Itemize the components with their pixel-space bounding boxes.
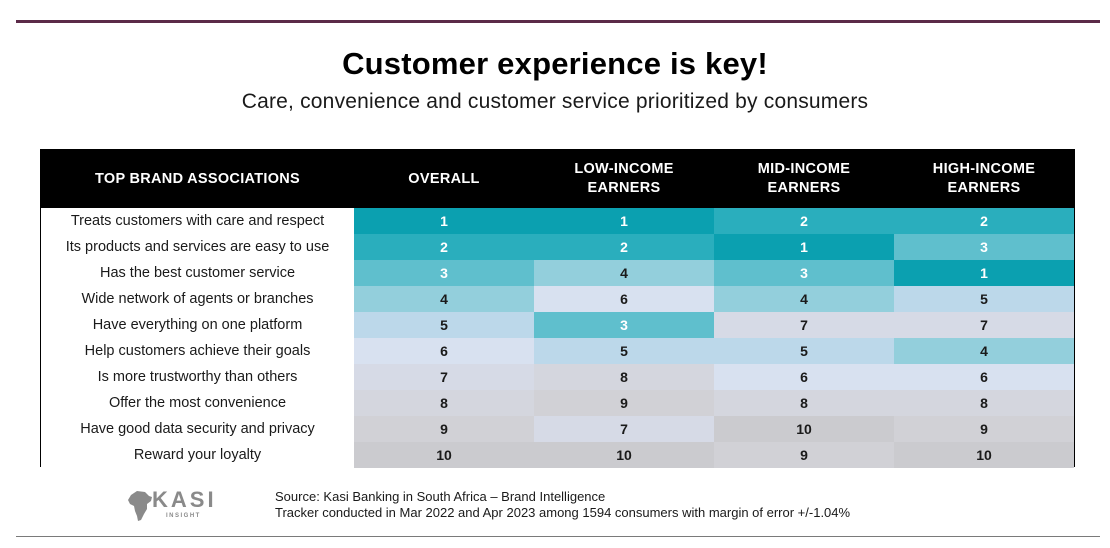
row-label: Wide network of agents or branches	[41, 286, 354, 312]
row-label: Offer the most convenience	[41, 390, 354, 416]
rank-cell: 9	[534, 390, 714, 416]
rank-cell: 4	[354, 286, 534, 312]
rank-cell: 3	[714, 260, 894, 286]
column-header-low-income: LOW-INCOME EARNERS	[534, 150, 714, 208]
column-header-label: OVERALL	[408, 170, 480, 187]
rank-cell: 4	[714, 286, 894, 312]
row-label: Treats customers with care and respect	[41, 208, 354, 234]
column-header-overall: OVERALL	[354, 150, 534, 208]
table-row: Its products and services are easy to us…	[41, 234, 1074, 260]
rank-cell: 9	[354, 416, 534, 442]
table-row: Help customers achieve their goals 6 5 5 4	[41, 338, 1074, 364]
column-header-label: LOW-INCOME	[574, 161, 674, 177]
rank-cell: 1	[354, 208, 534, 234]
rank-cell: 5	[354, 312, 534, 338]
column-header-label2: EARNERS	[587, 180, 661, 196]
table-row: Reward your loyalty 10 10 9 10	[41, 442, 1074, 468]
table-row: Has the best customer service 3 4 3 1	[41, 260, 1074, 286]
rank-cell: 10	[894, 442, 1074, 468]
table-header-row: TOP BRAND ASSOCIATIONS OVERALL LOW-INCOM…	[41, 150, 1074, 208]
page-subtitle: Care, convenience and customer service p…	[241, 90, 869, 113]
logo-subtext: INSIGHT	[166, 513, 201, 519]
africa-map-icon	[128, 491, 152, 521]
row-label: Reward your loyalty	[41, 442, 354, 468]
rank-cell: 6	[354, 338, 534, 364]
rank-cell: 6	[894, 364, 1074, 390]
row-label: Help customers achieve their goals	[41, 338, 354, 364]
logo-wordmark: KASI	[152, 487, 217, 512]
rank-cell: 4	[894, 338, 1074, 364]
kasi-africa-logo-icon	[128, 491, 152, 521]
rankings-table-container: TOP BRAND ASSOCIATIONS OVERALL LOW-INCOM…	[40, 149, 1075, 468]
rank-cell: 9	[714, 442, 894, 468]
row-label: Has the best customer service	[41, 260, 354, 286]
table-row: Is more trustworthy than others 7 8 6 6	[41, 364, 1074, 390]
rank-cell: 6	[714, 364, 894, 390]
rank-cell: 2	[534, 234, 714, 260]
row-label: Its products and services are easy to us…	[41, 234, 354, 260]
row-label: Is more trustworthy than others	[41, 364, 354, 390]
rank-cell: 4	[534, 260, 714, 286]
top-accent-rule	[16, 20, 1100, 23]
table-row: Wide network of agents or branches 4 6 4 5	[41, 286, 1074, 312]
rank-cell: 8	[714, 390, 894, 416]
rank-cell: 10	[534, 442, 714, 468]
rank-cell: 7	[534, 416, 714, 442]
column-header-mid-income: MID-INCOME EARNERS	[714, 150, 894, 208]
rank-cell: 7	[354, 364, 534, 390]
rank-cell: 7	[714, 312, 894, 338]
rank-cell: 3	[894, 234, 1074, 260]
rank-cell: 8	[894, 390, 1074, 416]
column-header-label: MID-INCOME	[757, 161, 851, 177]
column-header-label: TOP BRAND ASSOCIATIONS	[94, 170, 301, 187]
rank-cell: 10	[354, 442, 534, 468]
rank-cell: 3	[534, 312, 714, 338]
rank-cell: 5	[534, 338, 714, 364]
rank-cell: 3	[354, 260, 534, 286]
source-line-1: Source: Kasi Banking in South Africa – B…	[275, 489, 606, 504]
bottom-rule	[16, 536, 1100, 537]
rank-cell: 2	[354, 234, 534, 260]
rank-cell: 2	[894, 208, 1074, 234]
column-header-associations: TOP BRAND ASSOCIATIONS	[41, 150, 354, 208]
rank-cell: 1	[534, 208, 714, 234]
rank-cell: 1	[894, 260, 1074, 286]
page-title: Customer experience is key!	[342, 46, 768, 81]
rank-cell: 8	[354, 390, 534, 416]
rank-cell: 6	[534, 286, 714, 312]
rank-cell: 10	[714, 416, 894, 442]
rank-cell: 9	[894, 416, 1074, 442]
rank-cell: 5	[714, 338, 894, 364]
rank-cell: 7	[894, 312, 1074, 338]
table-row: Have good data security and privacy 9 7 10 9	[41, 416, 1074, 442]
column-header-high-income: HIGH-INCOME EARNERS	[894, 150, 1074, 208]
rank-cell: 5	[894, 286, 1074, 312]
rank-cell: 8	[534, 364, 714, 390]
rank-cell: 2	[714, 208, 894, 234]
column-header-label: HIGH-INCOME	[932, 161, 1036, 177]
table-body: Treats customers with care and respect 1 1…	[41, 208, 1074, 468]
column-header-label2: EARNERS	[947, 180, 1021, 196]
rankings-table: TOP BRAND ASSOCIATIONS OVERALL LOW-INCOM…	[41, 150, 1074, 468]
column-header-label2: EARNERS	[767, 180, 841, 196]
table-row: Have everything on one platform 5 3 7 7	[41, 312, 1074, 338]
row-label: Have good data security and privacy	[41, 416, 354, 442]
source-line-2: Tracker conducted in Mar 2022 and Apr 20…	[275, 505, 851, 520]
source-note: Source: Kasi Banking in South Africa – B…	[275, 489, 850, 521]
row-label: Have everything on one platform	[41, 312, 354, 338]
table-row: Treats customers with care and respect 1 1…	[41, 208, 1074, 234]
table-row: Offer the most convenience 8 9 8 8	[41, 390, 1074, 416]
rank-cell: 1	[714, 234, 894, 260]
